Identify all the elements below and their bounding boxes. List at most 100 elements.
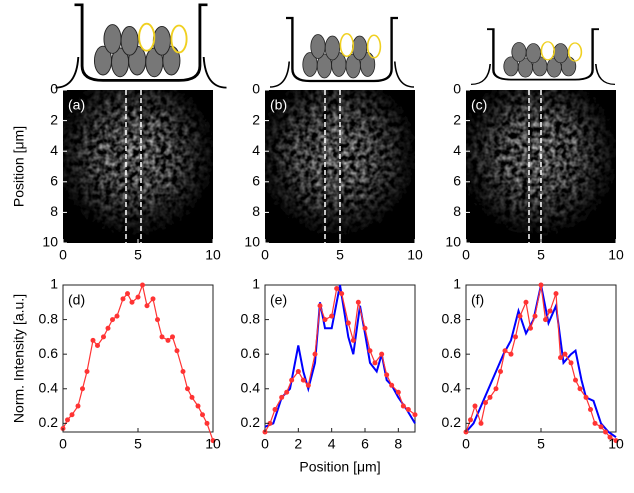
data-point	[573, 377, 578, 383]
data-point	[165, 337, 171, 343]
data-point	[562, 351, 568, 357]
data-point	[395, 389, 401, 395]
x-tick-label: 5	[537, 436, 545, 452]
plot-frame	[264, 284, 416, 433]
data-point	[185, 386, 190, 392]
data-point	[329, 313, 335, 319]
data-point	[195, 403, 201, 409]
data-point	[101, 334, 106, 340]
plot-frame	[62, 284, 214, 433]
panel-label: (d)	[68, 292, 85, 308]
trap-schematic	[268, 16, 416, 89]
y-tick-label: 1	[252, 276, 260, 292]
data-point	[400, 403, 406, 409]
y-tick-label: 0.2	[241, 414, 261, 430]
data-point	[65, 417, 70, 423]
data-point	[493, 386, 499, 392]
x-tick-label: 5	[134, 247, 142, 263]
data-point	[517, 313, 523, 319]
data-point	[140, 282, 145, 288]
x-tick-label: 10	[205, 436, 221, 452]
y-tick-label: 4	[252, 142, 260, 158]
data-point	[478, 420, 484, 426]
data-point	[613, 438, 619, 444]
y-tick-label: 0.6	[241, 345, 261, 361]
x-tick-label: 8	[394, 436, 402, 452]
data-point	[95, 343, 100, 349]
data-point	[110, 317, 115, 323]
data-point	[170, 334, 175, 340]
x-tick-label: 0	[462, 436, 470, 452]
data-point	[267, 420, 273, 426]
y-axis-label: Position [μm]	[11, 126, 27, 207]
data-point	[513, 334, 518, 340]
y-tick-label: 2	[252, 111, 260, 127]
data-point	[372, 360, 378, 366]
y-tick-label: 0	[252, 81, 260, 97]
y-tick-label: 4	[50, 142, 58, 158]
y-axis-label: Norm. Intensity [a.u.]	[11, 294, 27, 423]
y-tick-label: 6	[453, 173, 461, 189]
x-tick-label: 10	[205, 247, 221, 263]
data-point	[200, 412, 205, 418]
data-point	[80, 386, 85, 392]
speckle-image	[63, 90, 213, 243]
data-line	[264, 284, 416, 428]
data-point	[355, 299, 361, 305]
x-tick-label: 5	[336, 247, 344, 263]
y-tick-label: 1	[50, 276, 58, 292]
x-tick-label: 4	[328, 436, 336, 452]
data-point	[105, 325, 111, 331]
data-point	[568, 360, 574, 366]
data-point	[284, 389, 290, 395]
x-tick-label: 10	[608, 436, 624, 452]
data-point	[367, 348, 373, 354]
data-point	[69, 412, 75, 418]
data-point	[345, 320, 351, 326]
y-tick-label: 8	[453, 203, 461, 219]
data-point	[577, 386, 583, 392]
y-tick-label: 8	[50, 203, 58, 219]
data-line	[465, 284, 617, 439]
data-point	[384, 372, 390, 378]
data-point	[412, 412, 418, 418]
x-tick-label: 0	[59, 247, 67, 263]
y-tick-label: 0.6	[39, 345, 59, 361]
data-point	[498, 368, 503, 374]
data-point	[547, 308, 553, 314]
trap-schematic	[54, 3, 228, 90]
data-point	[350, 337, 356, 343]
y-tick-label: 6	[252, 173, 260, 189]
x-tick-label: 5	[134, 436, 142, 452]
data-point	[583, 394, 589, 400]
panel-label: (a)	[68, 97, 85, 113]
x-tick-label: 10	[608, 247, 624, 263]
x-tick-label: 0	[261, 436, 269, 452]
data-point	[389, 382, 395, 388]
data-point	[532, 313, 538, 319]
data-point	[487, 394, 493, 400]
data-point	[588, 407, 593, 413]
y-tick-label: 0.8	[39, 310, 59, 326]
data-point	[603, 429, 608, 435]
data-line	[264, 287, 416, 433]
data-point	[405, 407, 411, 413]
data-point	[295, 368, 301, 374]
y-tick-label: 1	[453, 276, 461, 292]
x-tick-label: 5	[537, 247, 545, 263]
data-point	[180, 368, 186, 374]
data-point	[379, 351, 385, 357]
data-point	[155, 317, 160, 323]
y-tick-label: 10	[244, 234, 260, 250]
plot-frame	[465, 284, 617, 433]
x-tick-label: 2	[294, 436, 302, 452]
data-point	[502, 348, 508, 354]
data-point	[528, 325, 533, 331]
y-tick-label: 0.6	[442, 345, 462, 361]
data-point	[129, 299, 135, 305]
y-tick-label: 0.4	[39, 379, 59, 395]
data-point	[135, 294, 141, 300]
data-point	[322, 317, 328, 323]
panel-label: (b)	[270, 97, 287, 113]
